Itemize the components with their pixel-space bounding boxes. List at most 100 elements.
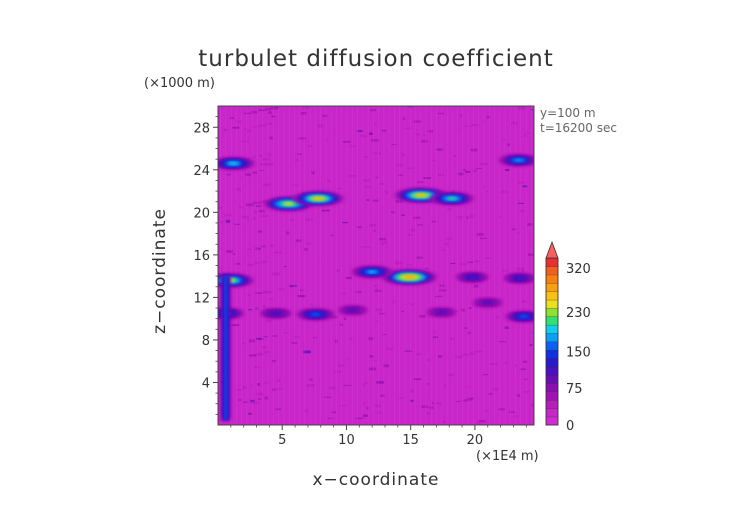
- texture-speck: [272, 388, 277, 391]
- feature-contour: [468, 276, 476, 279]
- texture-speck: [522, 185, 528, 188]
- texture-speck: [516, 232, 520, 234]
- texture-speck: [343, 384, 352, 386]
- texture-speck: [275, 408, 282, 410]
- texture-speck: [244, 127, 247, 131]
- texture-speck: [513, 415, 518, 417]
- texture-speck: [369, 367, 377, 371]
- texture-speck: [476, 420, 480, 424]
- texture-speck: [348, 175, 357, 177]
- texture-speck: [524, 378, 528, 380]
- texture-speck: [272, 335, 277, 337]
- texture-speck: [502, 139, 507, 141]
- texture-speck: [380, 394, 385, 397]
- texture-speck: [330, 315, 338, 319]
- texture-speck: [423, 134, 426, 137]
- texture-speck: [464, 327, 468, 329]
- texture-speck: [253, 216, 256, 220]
- texture-speck: [219, 266, 222, 270]
- texture-speck: [462, 169, 466, 171]
- texture-speck: [268, 111, 272, 114]
- texture-speck: [304, 409, 309, 412]
- texture-speck: [381, 241, 387, 244]
- texture-speck: [262, 158, 270, 161]
- texture-speck: [531, 404, 534, 407]
- colorbar-segment: [545, 408, 559, 418]
- texture-speck: [521, 270, 525, 273]
- texture-speck: [483, 410, 490, 412]
- texture-speck: [259, 154, 263, 158]
- feature-blob: [381, 269, 438, 285]
- texture-speck: [362, 384, 365, 387]
- texture-speck: [363, 382, 369, 384]
- texture-speck: [243, 112, 251, 114]
- texture-speck: [407, 167, 414, 170]
- texture-speck: [248, 339, 255, 343]
- texture-speck: [466, 216, 469, 219]
- texture-speck: [510, 121, 518, 125]
- texture-speck: [223, 129, 228, 131]
- texture-speck: [284, 265, 287, 267]
- texture-speck: [470, 148, 478, 152]
- texture-speck: [525, 132, 530, 134]
- colorbar-segment: [545, 274, 559, 284]
- texture-speck: [370, 108, 376, 112]
- texture-speck: [478, 420, 486, 423]
- feature-contour: [446, 197, 457, 200]
- texture-speck: [468, 307, 472, 309]
- texture-speck: [242, 386, 247, 389]
- texture-speck: [457, 127, 460, 130]
- texture-speck: [504, 361, 508, 364]
- texture-speck: [366, 406, 369, 410]
- texture-speck: [461, 308, 465, 312]
- texture-speck: [527, 223, 533, 226]
- texture-speck: [250, 399, 255, 403]
- colorbar-segment: [545, 291, 559, 301]
- texture-speck: [383, 364, 390, 368]
- texture-speck: [349, 337, 354, 340]
- texture-speck: [256, 392, 264, 396]
- feature-layer: [218, 154, 534, 420]
- texture-speck: [438, 289, 447, 292]
- feature-blob: [503, 273, 534, 284]
- texture-speck: [274, 251, 283, 254]
- texture-speck: [410, 399, 414, 402]
- texture-speck: [274, 106, 280, 109]
- texture-speck: [448, 373, 454, 377]
- colorbar-segment: [545, 307, 559, 317]
- texture-speck: [366, 199, 370, 201]
- texture-speck: [375, 308, 382, 312]
- texture-speck: [366, 246, 371, 249]
- texture-speck: [235, 187, 242, 191]
- texture-speck: [255, 205, 262, 208]
- colorbar-segment: [545, 266, 559, 276]
- texture-speck: [264, 396, 268, 400]
- feature-blob: [498, 154, 534, 167]
- texture-speck: [246, 129, 251, 132]
- feature-contour: [514, 158, 524, 162]
- feature-contour: [516, 277, 524, 280]
- texture-speck: [232, 126, 240, 129]
- texture-speck: [265, 116, 269, 119]
- colorbar-tick-label: 0: [566, 419, 574, 434]
- texture-speck: [303, 248, 308, 251]
- texture-speck: [416, 352, 422, 356]
- texture-speck: [260, 215, 269, 218]
- texture-speck: [437, 174, 445, 176]
- texture-speck: [235, 262, 241, 265]
- texture-speck: [467, 331, 471, 335]
- texture-speck: [266, 319, 272, 323]
- colorbar-segment: [545, 332, 559, 342]
- texture-speck: [465, 170, 471, 173]
- feature-blob: [351, 265, 394, 278]
- x-axis-ticks: 5 10 15 20: [230, 425, 527, 448]
- texture-speck: [458, 172, 464, 176]
- texture-speck: [460, 263, 467, 266]
- texture-speck: [451, 190, 455, 194]
- texture-speck: [498, 341, 507, 343]
- texture-speck: [374, 290, 382, 292]
- x-tick-label: 20: [467, 433, 484, 448]
- colorbar-segment: [545, 374, 559, 384]
- texture-speck: [333, 370, 342, 373]
- texture-speck: [423, 177, 432, 179]
